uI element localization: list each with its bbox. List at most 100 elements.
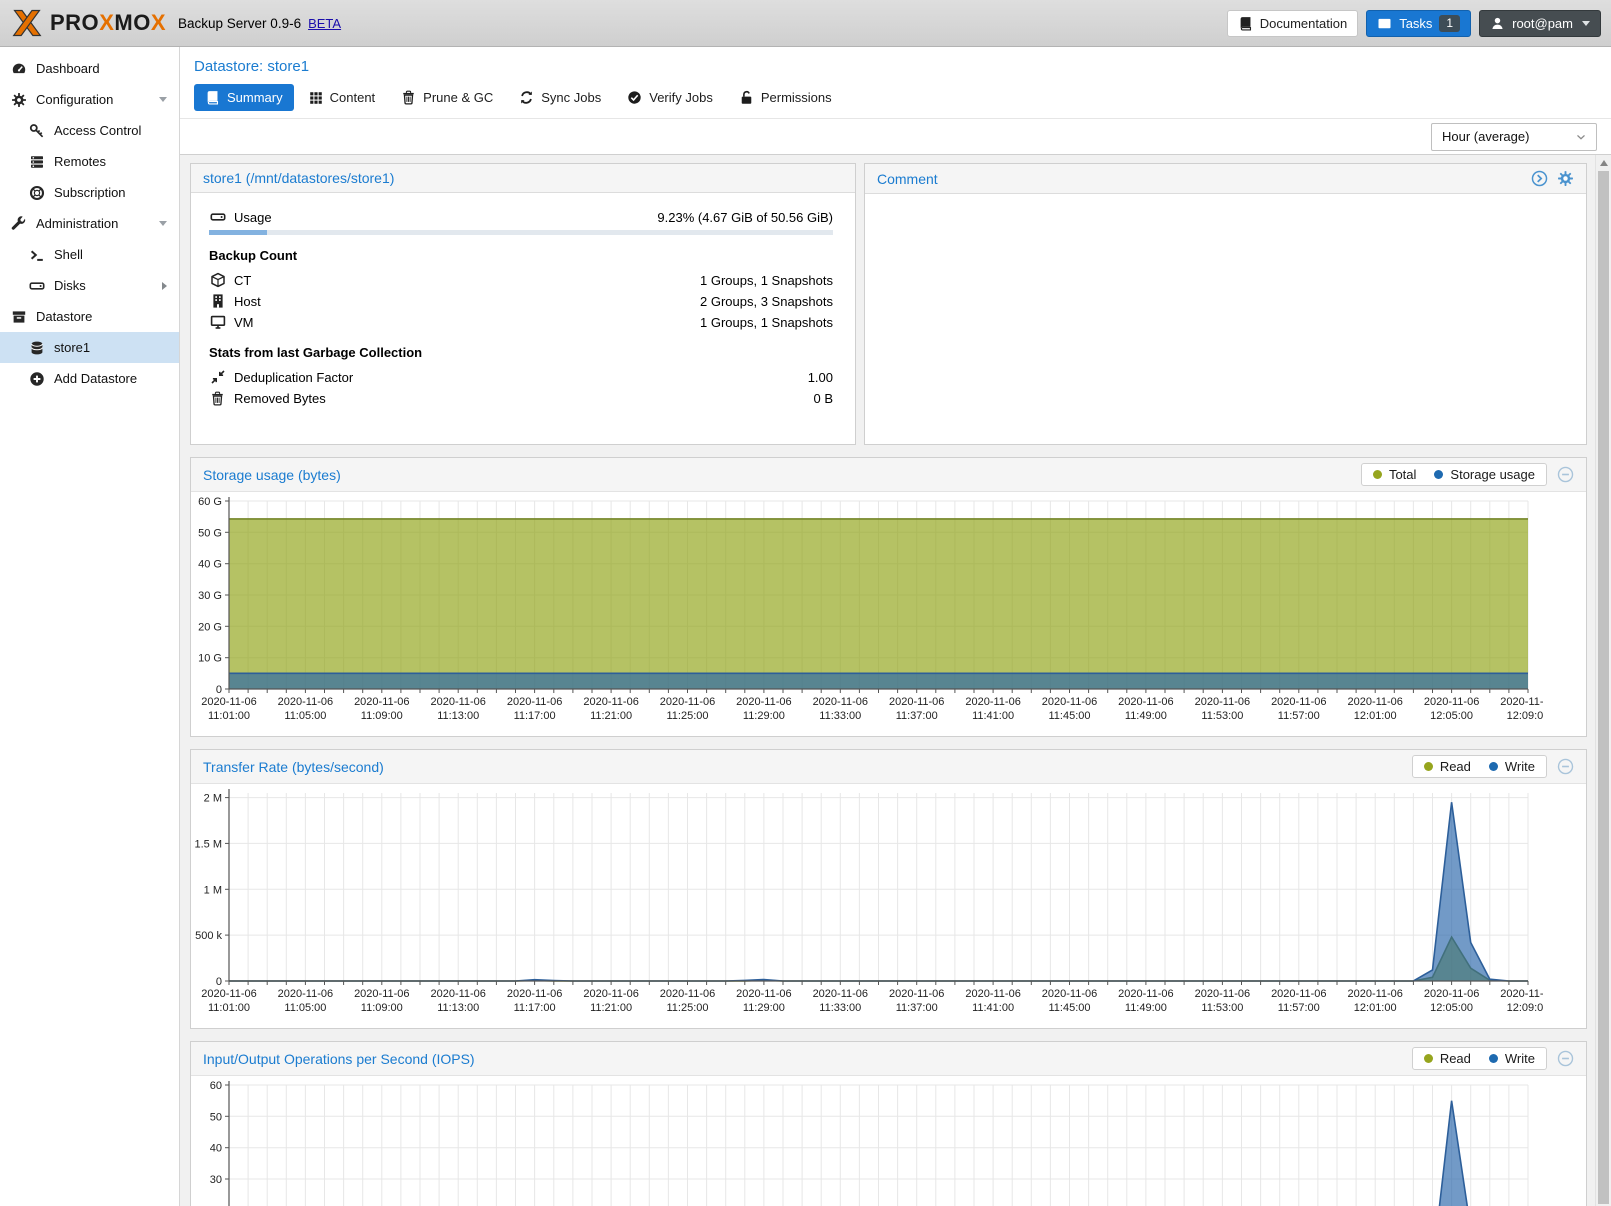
vertical-scrollbar[interactable] (1595, 155, 1611, 1206)
svg-text:2020-11-06: 2020-11-06 (1424, 988, 1479, 1000)
chevron-down-icon[interactable] (159, 221, 167, 226)
sidebar-item-label: Add Datastore (54, 371, 137, 386)
tab-verify-jobs[interactable]: Verify Jobs (616, 84, 724, 111)
circle-chevron-right-icon[interactable] (1531, 170, 1548, 187)
tab-sync-jobs[interactable]: Sync Jobs (508, 84, 612, 111)
stat-label: CT (234, 273, 251, 288)
sidebar-item-configuration[interactable]: Configuration (0, 84, 179, 115)
key-icon (28, 123, 46, 139)
chart-panel-storage-usage: Storage usage (bytes) Total Storage usage… (190, 457, 1587, 737)
svg-text:0: 0 (216, 684, 222, 696)
sidebar-item-remotes[interactable]: Remotes (0, 146, 179, 177)
svg-text:2020-11-06: 2020-11-06 (1271, 696, 1326, 708)
datastore-panel-body: Usage 9.23% (4.67 GiB of 50.56 GiB) Back… (191, 193, 855, 408)
sidebar-item-label: Remotes (54, 154, 106, 169)
grid-icon (309, 91, 323, 105)
tab-prune-gc[interactable]: Prune & GC (390, 84, 504, 111)
legend-item-total[interactable]: Total (1373, 467, 1416, 482)
chart-panel-transfer-rate: Transfer Rate (bytes/second) ReadWrite 0… (190, 749, 1587, 1029)
chevron-down-icon[interactable] (159, 97, 167, 102)
tasks-icon (1377, 16, 1392, 31)
sidebar-item-subscription[interactable]: Subscription (0, 177, 179, 208)
tab-content[interactable]: Content (298, 84, 387, 111)
gear-icon[interactable] (1557, 170, 1574, 187)
user-menu-button[interactable]: root@pam (1479, 10, 1601, 37)
scroll-up-button[interactable] (1596, 155, 1611, 170)
sidebar-item-disks[interactable]: Disks (0, 270, 179, 301)
sync-icon (519, 90, 534, 105)
legend-item-read[interactable]: Read (1424, 1051, 1471, 1066)
timeframe-select[interactable]: Hour (average) (1431, 123, 1597, 151)
chart-legend: Total Storage usage (1361, 463, 1547, 486)
svg-text:1 M: 1 M (204, 884, 222, 896)
cube-icon (209, 272, 226, 288)
beta-link[interactable]: BETA (308, 16, 341, 31)
sidebar-item-store1[interactable]: store1 (0, 332, 179, 363)
terminal-icon (28, 247, 46, 263)
tab-label: Summary (227, 90, 283, 105)
toolbar: Hour (average) (180, 118, 1611, 155)
sidebar-item-administration[interactable]: Administration (0, 208, 179, 239)
building-icon (209, 293, 226, 309)
stat-value: 1 Groups, 1 Snapshots (700, 315, 833, 330)
tab-bar: Summary Content Prune & GC Sync Jobs Ver… (194, 84, 1597, 118)
tasks-button[interactable]: Tasks 1 (1366, 10, 1471, 37)
tab-summary[interactable]: Summary (194, 84, 294, 111)
svg-text:2020-11-06: 2020-11-06 (1347, 696, 1402, 708)
chevron-down-icon (1582, 21, 1590, 26)
svg-text:2020-11-06: 2020-11-06 (201, 696, 256, 708)
stat-label: Deduplication Factor (234, 370, 353, 385)
stat-value: 1 Groups, 1 Snapshots (700, 273, 833, 288)
svg-text:2020-11-06: 2020-11-06 (1195, 696, 1250, 708)
svg-text:12:09:00: 12:09:00 (1507, 1002, 1543, 1014)
svg-text:2020-11-06: 2020-11-06 (660, 696, 715, 708)
svg-text:12:05:00: 12:05:00 (1430, 710, 1473, 722)
collapse-panel-icon[interactable] (1557, 1050, 1574, 1067)
proxmox-brand: PROXMOX (10, 8, 166, 38)
stat-label: VM (234, 315, 254, 330)
comment-panel-body[interactable] (865, 194, 1586, 440)
sidebar-item-label: Configuration (36, 92, 113, 107)
legend-item-storage-usage[interactable]: Storage usage (1434, 467, 1535, 482)
svg-text:12:05:00: 12:05:00 (1430, 1002, 1473, 1014)
legend-item-read[interactable]: Read (1424, 759, 1471, 774)
svg-text:11:09:00: 11:09:00 (361, 710, 403, 722)
svg-text:11:29:00: 11:29:00 (743, 1002, 785, 1014)
svg-text:11:37:00: 11:37:00 (896, 1002, 938, 1014)
main-area: Datastore: store1 Summary Content Prune … (180, 47, 1611, 1206)
proxmox-wordmark: PROXMOX (50, 10, 166, 36)
legend-item-write[interactable]: Write (1489, 1051, 1535, 1066)
sidebar: Dashboard Configuration Access Control R… (0, 47, 180, 1206)
scrollbar-thumb[interactable] (1598, 171, 1609, 1204)
sidebar-item-add-datastore[interactable]: Add Datastore (0, 363, 179, 394)
user-label: root@pam (1512, 16, 1573, 31)
chart-legend: Read Write (1412, 755, 1547, 778)
legend-item-write[interactable]: Write (1489, 759, 1535, 774)
svg-text:2020-11-06: 2020-11-06 (1042, 988, 1097, 1000)
svg-text:11:05:00: 11:05:00 (284, 1002, 326, 1014)
svg-text:0: 0 (216, 976, 222, 988)
chart-title: Storage usage (bytes) (203, 467, 341, 483)
svg-text:2020-11-06: 2020-11-06 (1118, 696, 1173, 708)
svg-text:2 M: 2 M (204, 793, 222, 805)
sidebar-item-dashboard[interactable]: Dashboard (0, 53, 179, 84)
svg-text:2020-11-06: 2020-11-06 (1195, 988, 1250, 1000)
legend-label: Read (1440, 759, 1471, 774)
chart-panel-header-iops: Input/Output Operations per Second (IOPS… (191, 1042, 1586, 1076)
tab-permissions[interactable]: Permissions (728, 84, 843, 111)
svg-text:2020-11-06: 2020-11-06 (1500, 696, 1543, 708)
comment-panel: Comment (864, 163, 1587, 445)
usage-row: Usage 9.23% (4.67 GiB of 50.56 GiB) (209, 207, 833, 227)
comment-panel-header: Comment (865, 164, 1586, 194)
book-icon (1238, 16, 1253, 31)
chevron-right-icon[interactable] (162, 282, 167, 290)
collapse-panel-icon[interactable] (1557, 466, 1574, 483)
documentation-button[interactable]: Documentation (1227, 10, 1358, 37)
collapse-panel-icon[interactable] (1557, 758, 1574, 775)
sidebar-item-datastore[interactable]: Datastore (0, 301, 179, 332)
sidebar-item-shell[interactable]: Shell (0, 239, 179, 270)
svg-text:11:17:00: 11:17:00 (514, 710, 556, 722)
svg-text:40: 40 (210, 1143, 222, 1155)
svg-text:2020-11-06: 2020-11-06 (430, 988, 485, 1000)
sidebar-item-access-control[interactable]: Access Control (0, 115, 179, 146)
